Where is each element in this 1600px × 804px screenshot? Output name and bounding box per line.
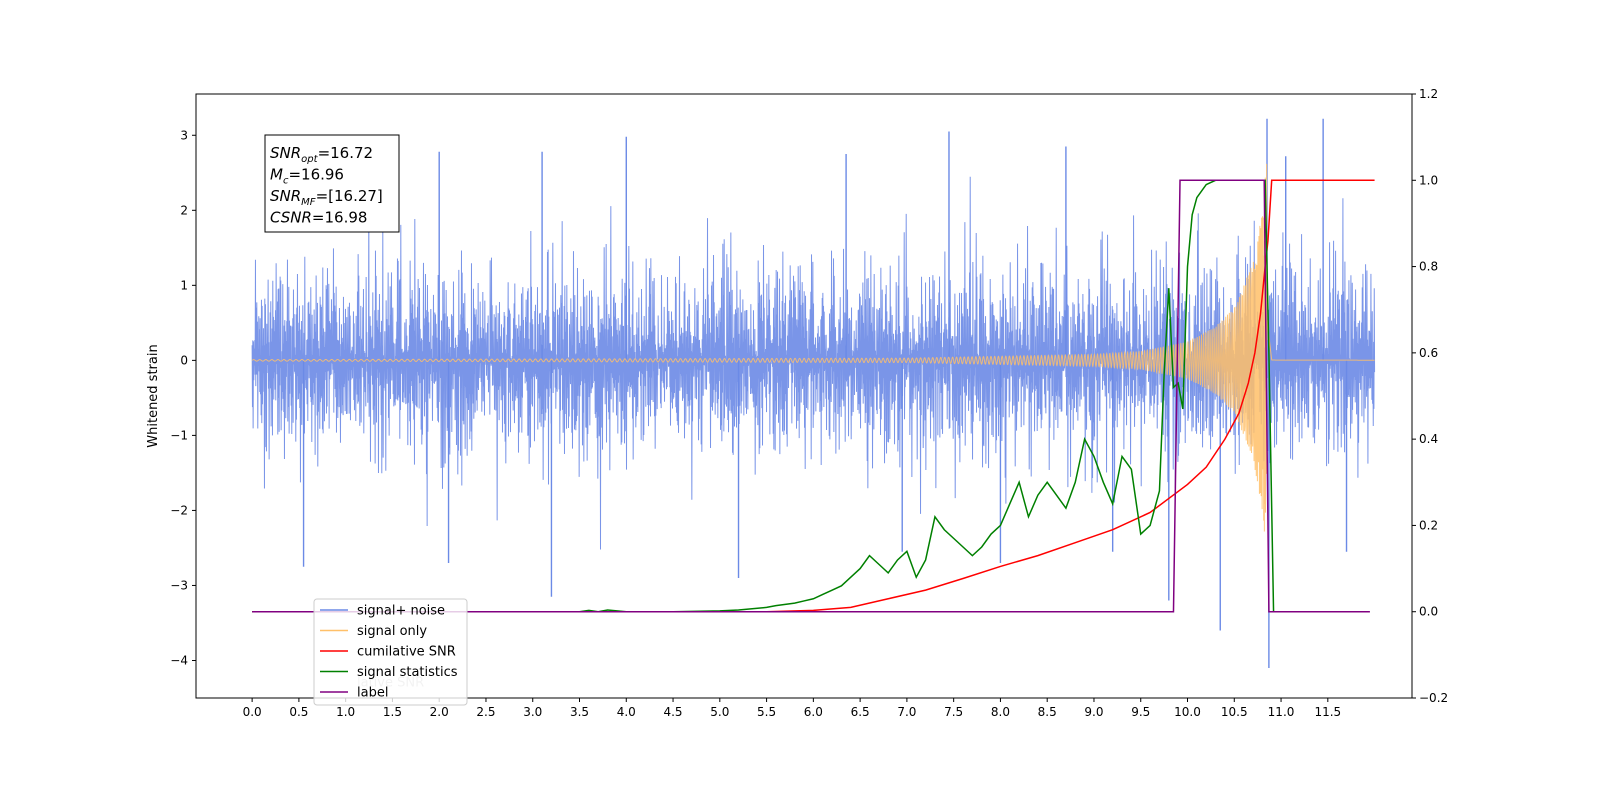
x-tick-label: 2.5 <box>476 705 495 719</box>
annotation-line: CSNR=16.98 <box>270 209 367 227</box>
legend-label: signal only <box>357 624 427 639</box>
y-tick-label: −1 <box>170 428 188 442</box>
legend-label: cumilative SNR <box>357 645 456 660</box>
y-axis-left: 3 2 1 0 −1 −2 −3 −4 <box>170 128 196 667</box>
x-tick-label: 4.5 <box>663 705 682 719</box>
y-tick-label: 3 <box>180 128 188 142</box>
x-tick-label: 5.5 <box>757 705 776 719</box>
x-tick-label: 8.5 <box>1038 705 1057 719</box>
x-tick-label: 6.5 <box>851 705 870 719</box>
x-axis: 0.0 0.5 1.0 1.5 2.0 2.5 3.0 3.5 4.0 4.5 5.0 5.5 6.0 6… <box>243 698 1341 719</box>
legend-label: signal statistics <box>357 665 458 680</box>
x-tick-label: 10.0 <box>1174 705 1201 719</box>
x-tick-label: 8.0 <box>991 705 1010 719</box>
x-tick-label: 0.0 <box>243 705 262 719</box>
y2-tick-label: 0.6 <box>1419 346 1438 360</box>
annotation-frame <box>264 134 400 233</box>
y-tick-label: 2 <box>180 203 188 217</box>
x-tick-label: 5.0 <box>710 705 729 719</box>
x-tick-label: 0.5 <box>289 705 308 719</box>
x-tick-label: 7.5 <box>944 705 963 719</box>
y-axis-right: 1.2 1.0 0.8 0.6 0.4 0.2 0.0 −0.2 <box>1412 87 1448 705</box>
y2-tick-label: −0.2 <box>1419 691 1448 705</box>
x-tick-label: 2.0 <box>430 705 449 719</box>
y2-tick-label: 1.0 <box>1419 173 1438 187</box>
x-tick-label: 3.5 <box>570 705 589 719</box>
y2-tick-label: 0.8 <box>1419 260 1438 274</box>
x-tick-label: 3.0 <box>523 705 542 719</box>
x-tick-label: 11.0 <box>1268 705 1295 719</box>
x-tick-label: 4.0 <box>617 705 636 719</box>
y-tick-label: 1 <box>180 278 188 292</box>
series-cumilative-snr <box>252 179 1375 613</box>
x-tick-label: 1.0 <box>336 705 355 719</box>
data-layer <box>251 118 1376 668</box>
x-tick-label: 7.0 <box>897 705 916 719</box>
x-tick-label: 11.5 <box>1314 705 1341 719</box>
series-signal-statistics <box>252 179 1275 613</box>
x-tick-label: 6.0 <box>804 705 823 719</box>
y2-tick-label: 0.4 <box>1419 432 1438 446</box>
y2-tick-label: 1.2 <box>1419 87 1438 101</box>
legend-frame <box>313 598 468 706</box>
annotation-line: Mc=16.96 <box>270 166 344 187</box>
x-tick-label: 9.5 <box>1131 705 1150 719</box>
annotation-line: SNRopt=16.72 <box>270 144 373 165</box>
y-tick-label: 0 <box>180 353 188 367</box>
y2-tick-label: 0.2 <box>1419 518 1438 532</box>
legend-label: signal+ noise <box>357 604 445 619</box>
y-tick-label: −4 <box>170 653 188 667</box>
plot-frame <box>195 93 1413 699</box>
x-tick-label: 10.5 <box>1221 705 1248 719</box>
series-signal-only <box>251 163 1375 532</box>
series-label <box>252 179 1370 613</box>
annotation-box: SNRopt=16.72Mc=16.96SNRMF=[16.27]CSNR=16… <box>264 134 400 233</box>
y-tick-label: −3 <box>170 578 188 592</box>
x-tick-label: 1.5 <box>383 705 402 719</box>
y2-tick-label: 0.0 <box>1419 605 1438 619</box>
annotation-line: SNRMF=[16.27] <box>270 187 383 208</box>
legend-label: label <box>357 686 388 701</box>
x-tick-label: 9.0 <box>1084 705 1103 719</box>
y-tick-label: −2 <box>170 503 188 517</box>
y-axis-label: Whitened strain <box>146 344 161 447</box>
